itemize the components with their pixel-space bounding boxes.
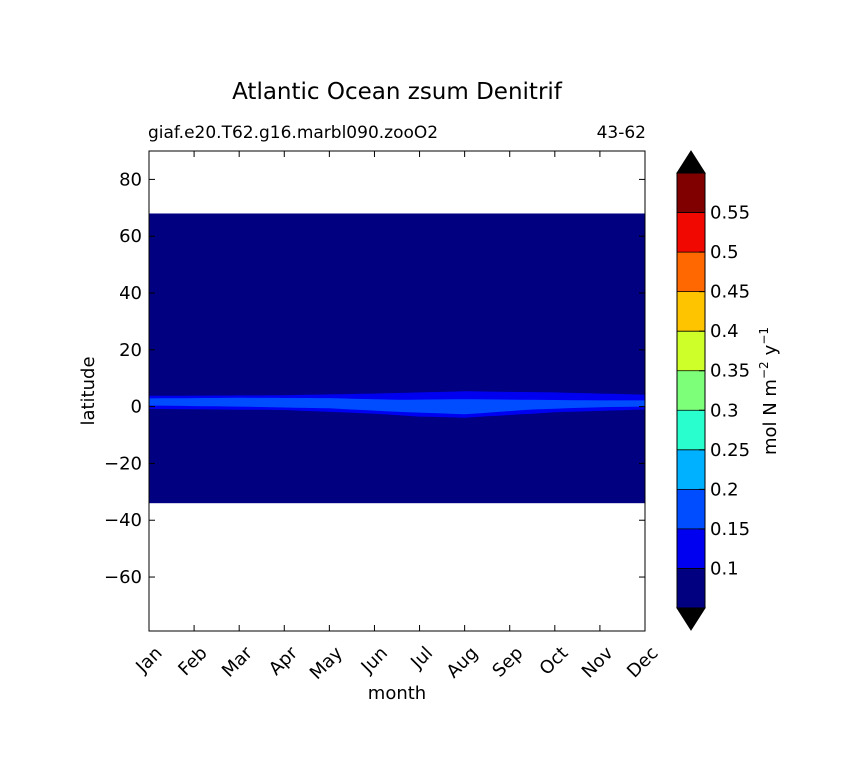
colorbar-segment-4 xyxy=(677,410,705,450)
colorbar-label-exp2: −1 xyxy=(757,327,771,345)
colorbar-tick-label: 0.1 xyxy=(710,558,739,579)
colorbar-frame xyxy=(676,172,706,609)
x-tick-label-oct: Oct xyxy=(536,643,573,680)
x-tick-label-nov: Nov xyxy=(578,642,618,682)
colorbar-segment-2 xyxy=(677,489,705,529)
colorbar-tick-label: 0.5 xyxy=(710,242,739,263)
chart-title: Atlantic Ocean zsum Denitrif xyxy=(232,79,563,105)
y-tick-label: 20 xyxy=(119,340,142,361)
field-background xyxy=(149,213,645,504)
y-tick-label: −40 xyxy=(104,510,142,531)
colorbar-tick-label: 0.45 xyxy=(710,282,750,303)
x-tick-label-may: May xyxy=(306,642,347,683)
y-tick-label: −60 xyxy=(104,567,142,588)
colorbar-segment-8 xyxy=(677,252,705,292)
colorbar: 0.1 0.15 0.2 0.25 0.3 0.35 0.4 0.45 0.5 0.55 xyxy=(676,150,750,631)
y-axis-ticks: 80 60 40 20 0 −20 −40 −60 xyxy=(104,169,645,588)
colorbar-tick-label: 0.4 xyxy=(710,321,739,342)
colorbar-tick-label: 0.15 xyxy=(710,519,750,540)
colorbar-tick-label: 0.2 xyxy=(710,479,739,500)
colorbar-segment-7 xyxy=(677,291,705,332)
colorbar-segment-1 xyxy=(677,528,705,569)
colorbar-tick-label: 0.55 xyxy=(710,203,750,224)
x-tick-label-mar: Mar xyxy=(218,642,257,681)
y-axis-label: latitude xyxy=(78,356,99,425)
contour-band-1 xyxy=(149,397,645,415)
y-tick-label: 0 xyxy=(131,397,142,418)
colorbar-label-text: mol N m xyxy=(760,379,781,455)
colorbar-segment-9 xyxy=(677,212,705,253)
x-tick-label-jul: Jul xyxy=(406,643,437,674)
x-tick-label-sep: Sep xyxy=(488,643,527,682)
colorbar-extend-min xyxy=(676,607,706,631)
x-tick-label-jun: Jun xyxy=(357,643,392,678)
plot-area: Jan Feb Mar Apr May Jun Jul Aug Sep Oct Nov Dec 80 6… xyxy=(104,150,663,684)
x-tick-label-jan: Jan xyxy=(131,643,166,678)
colorbar-segment-3 xyxy=(677,449,705,490)
colorbar-tick-label: 0.3 xyxy=(710,400,739,421)
colorbar-tick-label: 0.35 xyxy=(710,361,750,382)
colorbar-label-y: y xyxy=(760,344,781,355)
x-tick-label-dec: Dec xyxy=(623,643,662,682)
chart-subtitle-right: 43-62 xyxy=(597,123,646,143)
colorbar-segment-6 xyxy=(677,331,705,371)
contour-field xyxy=(149,213,645,504)
y-tick-label: −20 xyxy=(104,453,142,474)
colorbar-label-exp1: −2 xyxy=(757,361,771,379)
x-tick-label-feb: Feb xyxy=(174,643,211,680)
chart-subtitle-left: giaf.e20.T62.g16.marbl090.zooO2 xyxy=(148,123,438,143)
colorbar-tick-label: 0.25 xyxy=(710,440,750,461)
x-tick-label-apr: Apr xyxy=(265,642,302,679)
x-tick-label-aug: Aug xyxy=(443,643,483,683)
y-tick-label: 40 xyxy=(119,283,142,304)
colorbar-segment-10 xyxy=(677,173,705,213)
colorbar-segment-5 xyxy=(677,370,705,411)
y-tick-label: 80 xyxy=(119,169,142,190)
colorbar-label: mol N m−2 y−1 xyxy=(757,327,781,455)
plot-frame xyxy=(148,150,646,632)
x-axis-label: month xyxy=(368,683,426,704)
y-tick-label: 60 xyxy=(119,226,142,247)
colorbar-segment-0 xyxy=(677,568,705,608)
colorbar-extend-max xyxy=(676,150,706,174)
